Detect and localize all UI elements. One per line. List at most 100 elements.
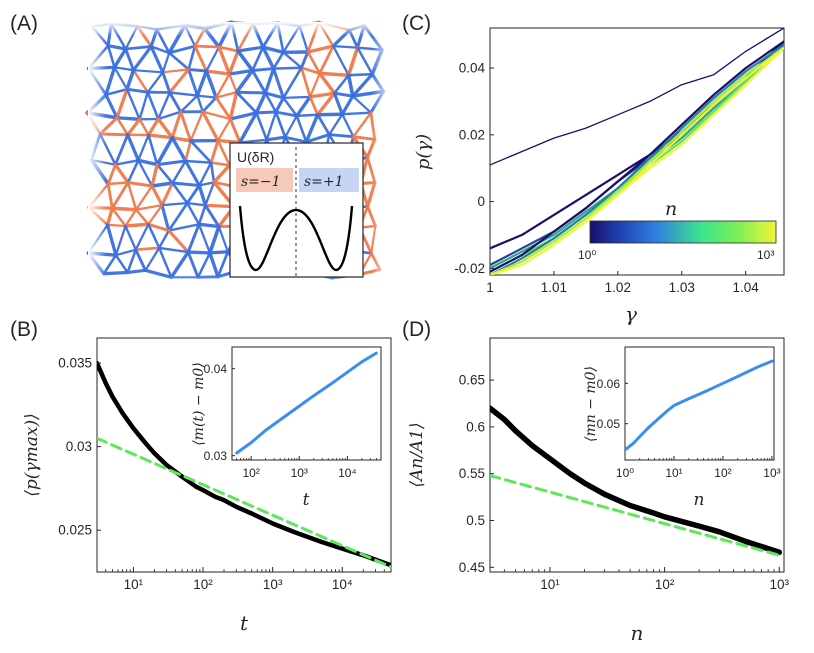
bond-positive — [196, 251, 212, 279]
bond-positive — [204, 69, 218, 100]
bond-positive — [263, 91, 285, 100]
panel-d-inset-series — [625, 359, 774, 452]
bond-positive — [114, 248, 137, 257]
bond-negative — [184, 139, 192, 163]
bond-negative — [317, 71, 337, 95]
panel-c-curve-6 — [490, 40, 784, 273]
bond-negative — [111, 206, 127, 228]
bond-positive — [186, 201, 201, 226]
bond-positive — [185, 184, 201, 205]
panel-label-b: (B) — [10, 318, 38, 341]
panel-b-inset-xtick-label: 10² — [242, 466, 259, 480]
bond-negative — [212, 163, 232, 185]
bond-positive — [168, 91, 183, 114]
state-pos-box — [299, 168, 359, 192]
bond-negative — [110, 181, 130, 210]
bond-negative — [179, 110, 193, 143]
bond-positive — [170, 135, 188, 163]
panel-d-xtick-label: 10³ — [769, 577, 789, 592]
bond-negative — [214, 72, 231, 99]
bond-positive — [272, 66, 303, 70]
bond-positive — [197, 222, 221, 229]
bond-positive — [341, 111, 373, 116]
bond-positive — [332, 91, 344, 116]
panel-c-xtick-label: 1.04 — [733, 280, 760, 295]
bond-positive — [251, 67, 276, 72]
bond-negative — [306, 50, 322, 75]
panel-b-inset-ylabel: ⟨m(t) − m0⟩ — [191, 362, 207, 446]
panel-d-series — [490, 405, 783, 557]
bond-negative — [346, 45, 360, 77]
bond-positive — [238, 111, 259, 145]
bond-positive — [299, 50, 310, 70]
bond-negative — [170, 110, 183, 140]
panel-c-ytick-label: -0.02 — [454, 261, 485, 276]
bond-negative — [146, 222, 171, 233]
bond-positive — [216, 250, 230, 279]
panel-b-series — [97, 360, 391, 569]
bond-positive — [186, 222, 201, 254]
bond-positive — [144, 246, 161, 272]
bond-positive — [203, 203, 221, 228]
bond-positive — [184, 159, 213, 164]
bond-positive — [160, 203, 171, 233]
bond-positive — [234, 68, 255, 94]
bond-negative — [217, 45, 240, 53]
bond-positive — [274, 110, 287, 139]
bond-negative — [106, 163, 117, 186]
bond-positive — [149, 44, 165, 74]
panel-b-inset-xlabel: t — [303, 490, 310, 510]
bond-negative — [228, 90, 239, 121]
double-well-curve — [238, 205, 354, 272]
bond-negative — [204, 69, 231, 76]
bond-negative — [215, 91, 238, 99]
bond-positive — [124, 224, 138, 251]
bond-positive — [251, 69, 267, 95]
bond-negative — [300, 66, 312, 99]
bond-positive — [201, 96, 218, 114]
double-well-inset: U(δR) s=−1 s=+1 — [229, 142, 364, 278]
bond-positive — [157, 246, 190, 254]
bond-positive — [106, 44, 116, 69]
bond-negative — [138, 118, 150, 137]
panel-b-xtick-label: 10¹ — [124, 577, 144, 592]
bond-negative — [203, 203, 236, 209]
panel-b-ytick-label: 0.03 — [66, 439, 92, 454]
panel-label-a: (A) — [10, 12, 38, 35]
bond-positive — [346, 73, 355, 98]
bond-positive — [327, 133, 355, 139]
panel-label-c: (C) — [402, 12, 431, 35]
bond-positive — [187, 44, 197, 71]
bond-negative — [161, 68, 190, 74]
colorbar — [589, 220, 777, 244]
bond-positive — [236, 49, 255, 73]
bond-positive — [282, 95, 312, 100]
bond-positive — [186, 201, 207, 207]
bond-negative — [317, 71, 351, 77]
bond-positive — [328, 113, 344, 136]
panel-d-ytick-label: 0.5 — [466, 513, 485, 528]
bond-positive — [114, 224, 127, 257]
bond-positive — [114, 159, 140, 166]
bond-negative — [110, 206, 138, 212]
panel-b-ytick-label: 0.025 — [58, 523, 92, 538]
bond-negative — [300, 66, 322, 75]
panel-c-xtick-label: 1.02 — [605, 280, 631, 295]
bond-positive — [155, 163, 174, 185]
bond-positive — [227, 68, 255, 76]
bond-positive — [125, 87, 150, 94]
bond-positive — [282, 51, 303, 69]
bond-positive — [168, 91, 199, 97]
bond-positive — [157, 229, 171, 250]
bond-negative — [217, 45, 232, 76]
bond-negative — [228, 72, 238, 94]
bond-positive — [347, 72, 374, 77]
bond-negative — [308, 95, 319, 117]
bond-positive — [196, 94, 218, 99]
bond-negative — [227, 49, 240, 76]
panel-b-inset-ytick-label: 0.03 — [204, 449, 228, 463]
bond-positive — [126, 248, 138, 274]
bond-negative — [216, 138, 242, 145]
panel-b-xtick-label: 10² — [193, 577, 213, 592]
bond-positive — [167, 223, 201, 232]
